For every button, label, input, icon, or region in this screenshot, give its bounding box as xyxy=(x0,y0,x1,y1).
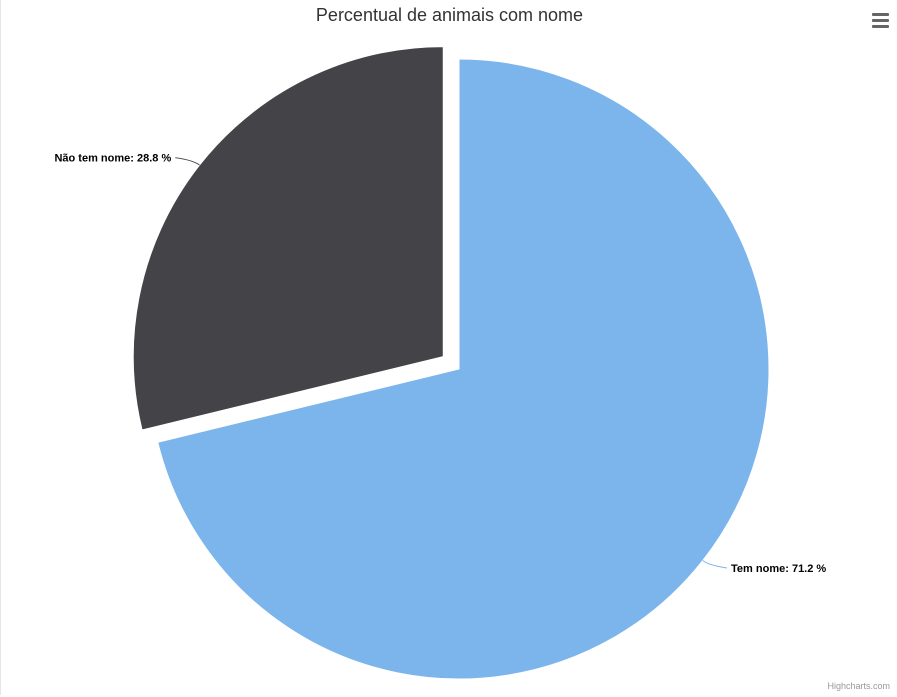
label-connector-1 xyxy=(175,157,200,166)
label-connector-0 xyxy=(702,560,728,569)
credits-link[interactable]: Highcharts.com xyxy=(827,681,890,691)
chart-title: Percentual de animais com nome xyxy=(315,5,584,25)
pie-slice-1[interactable] xyxy=(132,46,444,431)
pie-slice-0[interactable] xyxy=(157,58,770,680)
pie-slices xyxy=(132,46,770,680)
data-label-1: Não tem nome: 28.8 % xyxy=(54,153,171,165)
data-labels: Tem nome: 71.2 % Não tem nome: 28.8 % xyxy=(54,153,826,575)
hamburger-menu-icon[interactable] xyxy=(869,10,893,32)
label-connectors xyxy=(175,157,728,569)
data-label-0: Tem nome: 71.2 % xyxy=(731,563,826,575)
